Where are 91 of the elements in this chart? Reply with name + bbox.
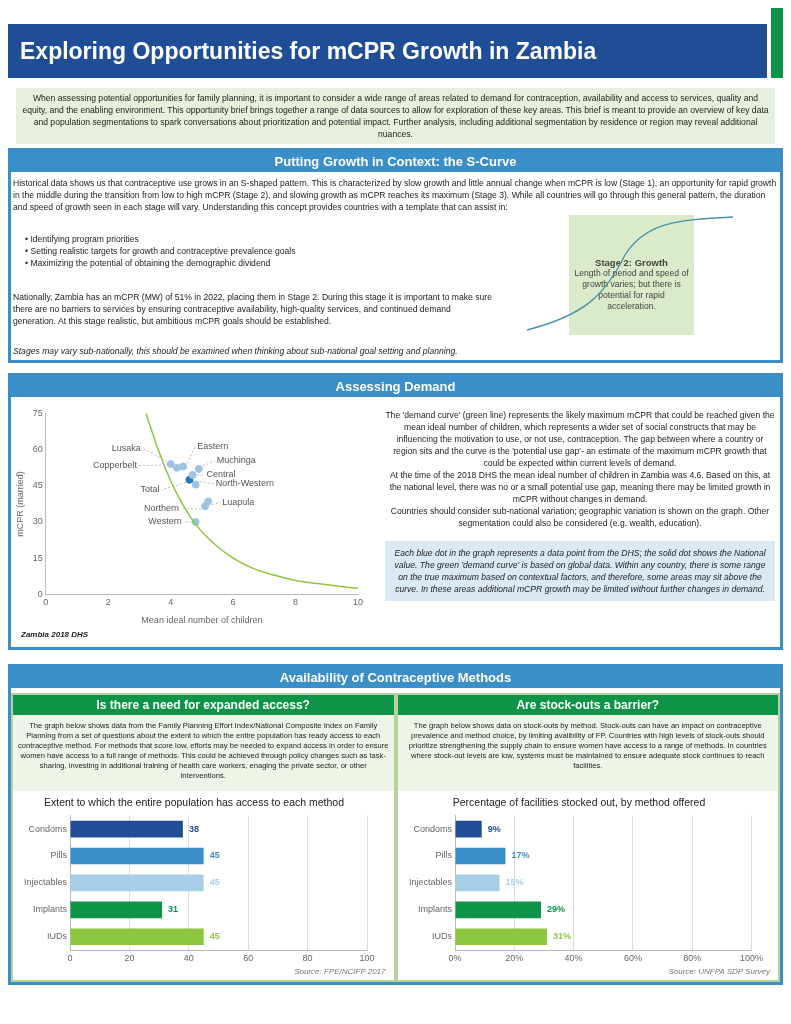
y-tick-label: Condoms — [413, 823, 453, 834]
data-label: 9% — [487, 823, 501, 834]
data-label: 31 — [168, 904, 179, 915]
x-tick-label: 80 — [302, 953, 313, 964]
x-tick-label: 4 — [168, 597, 174, 608]
x-tick-label: 40 — [183, 953, 194, 964]
source-note: Source: FPE/NCIFP 2017 — [293, 967, 387, 978]
y-tick-label: 0 — [37, 588, 43, 599]
series-label: Eastern — [197, 440, 229, 451]
x-tick-label: 8 — [293, 597, 299, 608]
x-tick-label: 100 — [359, 953, 375, 964]
text: Exploring Opportunities for mCPR Growth in Zambia — [19, 37, 597, 65]
source-note: Source: UNFPA SDP Survey — [667, 967, 771, 978]
point — [179, 462, 188, 471]
series-label: North-Western — [215, 478, 275, 489]
bar — [455, 928, 547, 946]
y-tick-label: Implants — [33, 904, 68, 915]
x-tick-label: 20 — [124, 953, 135, 964]
text: Zambia 2018 DHS — [20, 630, 90, 639]
text: Availability of Contraceptive Methods — [11, 667, 780, 688]
y-tick-label: Injectables — [408, 877, 453, 888]
bar — [70, 928, 204, 946]
series-label: Central — [206, 469, 236, 480]
x-tick-label: 80% — [682, 953, 701, 964]
data-label: 31% — [552, 931, 571, 942]
y-tick-label: Pills — [435, 850, 453, 861]
x-tick-label: 20% — [504, 953, 523, 964]
text: The 'demand curve' (green line) represents the likely maximum mCPR that could be reached given the mean ideal number of children, which represents a wider set of social constructs that may be influencing the motivation to use, or not use, contraception. The gap between where a country or region sits and the curve is the 'potential use gap'- an estimate of the maximum mCPR growth that could be expected within current levels of demand. — [385, 409, 775, 469]
y-axis-title: mCPR (married) — [14, 471, 25, 537]
y-tick-label: IUDs — [47, 931, 68, 942]
x-tick-label: 60 — [243, 953, 254, 964]
y-tick-label: 45 — [32, 480, 43, 491]
x-tick-label: 6 — [230, 597, 236, 608]
text: Lusaka — [111, 442, 141, 453]
bar — [70, 874, 204, 892]
bar — [455, 820, 482, 838]
bar — [455, 901, 541, 919]
series-label: Western — [148, 516, 182, 527]
data-label: 45 — [209, 931, 220, 942]
text: At the time of the 2018 DHS the mean ideal number of children in Zambia was 4.6. Based on this, at the national level, there was no or a small potential use gap, meaning there may be limited growth in mCPR without changes in demand. — [388, 469, 772, 505]
bar — [455, 847, 505, 865]
data-label: 15% — [505, 877, 524, 888]
x-tick-label: 100% — [739, 953, 763, 964]
y-tick-label: 75 — [32, 407, 43, 418]
text: • Identifying program priorities — [25, 233, 140, 245]
bar — [70, 820, 183, 838]
text: Historical data shows us that contraceptive use grows in an S-shaped pattern. This is characterized by slow growth and little annual change when mCPR is low (Stage 1), an opportunity for rapid growth in the middle during the transition from low to high mCPR (Stage 2), and slowing growth as mCPR reaches its maximum (Stage 3). While all countries will go through this general pattern, the duration and speed of growth seen in each stage will vary. Understanding this concept provides countries with a template that can assist in: — [12, 177, 778, 213]
bar — [70, 847, 204, 865]
text: Nationally, Zambia has an mCPR (MW) of 51% in 2022, placing them in Stage 2. During this stage it is important to make sure there are no barriers to services by ensuring contraceptive availability, high-quality services, and continued demand generation. At this stage realistic, but ambitious mCPR goals should be established. — [13, 291, 493, 327]
text: Putting Growth in Context: the S-Curve — [11, 151, 780, 172]
x-tick-label: 2 — [105, 597, 111, 608]
chart-subtitle: Is there a need for expanded access? — [13, 695, 394, 715]
x-tick-label: 0% — [448, 953, 462, 964]
y-tick-label: Injectables — [24, 877, 68, 888]
text: Copperbelt — [92, 460, 138, 471]
x-tick-label: 60% — [623, 953, 642, 964]
text: • Maximizing the potential of obtaining the demographic dividend — [25, 257, 272, 269]
point — [188, 470, 197, 479]
text: Total — [140, 484, 160, 495]
data-label: 29% — [546, 904, 565, 915]
text: When assessing potential opportunities for family planning, it is important to consider a wide range of areas related to demand for contraception, availability and access to services, quality and equity, and the enabling environment. This opportunity brief brings together a range of data sources to allow for exploration of these key areas. This brief is meant to provide an overview of key data and population segmentations to spark conversations about prioritization and potential impact. Further analysis, including additional segmentation by residence or region may reveal additional nuances. — [16, 88, 775, 144]
chart-subtitle: Are stock-outs a barrier? — [397, 695, 778, 715]
chart-title: Extent to which the entire population has access to each method — [43, 796, 345, 809]
text: Northern — [144, 502, 180, 513]
text: • Setting realistic targets for growth and contraceptive prevalence goals — [25, 245, 297, 257]
series-label: Muchinga — [216, 455, 256, 466]
text: Assessing Demand — [11, 376, 780, 397]
text: Countries should consider sub-national variation; geographic variation is shown on the graph. Other segmentation could also be considered (e.g. wealth, education). — [389, 505, 771, 529]
y-tick-label: 15 — [32, 552, 43, 563]
data-label: 45 — [209, 877, 220, 888]
point — [191, 480, 200, 489]
data-label: 38 — [188, 823, 199, 834]
data-label: 17% — [510, 850, 529, 861]
y-tick-label: 30 — [32, 516, 43, 527]
y-tick-label: Condoms — [28, 823, 68, 834]
x-tick-label: 10 — [352, 597, 363, 608]
bar — [455, 874, 499, 892]
point — [194, 464, 203, 473]
chart-title: Percentage of facilities stocked out, by method offered — [452, 796, 705, 809]
data-label: 45 — [209, 850, 220, 861]
y-tick-label: Pills — [50, 850, 68, 861]
series-label: Luapula — [222, 496, 255, 507]
y-tick-label: Implants — [417, 904, 453, 915]
text: Stages may vary sub-nationally, this should be examined when thinking about sub-national goal setting and planning. — [12, 345, 459, 358]
text: Each blue dot in the graph represents a data point from the DHS; the solid dot shows the National value. The green 'demand curve' is based on global data. Within any country, there is some range on the true maximum based on contextual factors, and therefore, some areas may sit above the curve. In these areas additional mCPR growth may be limited without further changes in demand. — [385, 541, 775, 601]
x-axis-title: Mean ideal number of children — [141, 615, 263, 626]
x-tick-label: 40% — [564, 953, 583, 964]
y-tick-label: IUDs — [431, 931, 453, 942]
point — [204, 497, 213, 506]
bar — [70, 901, 163, 919]
y-tick-label: 60 — [32, 444, 43, 455]
